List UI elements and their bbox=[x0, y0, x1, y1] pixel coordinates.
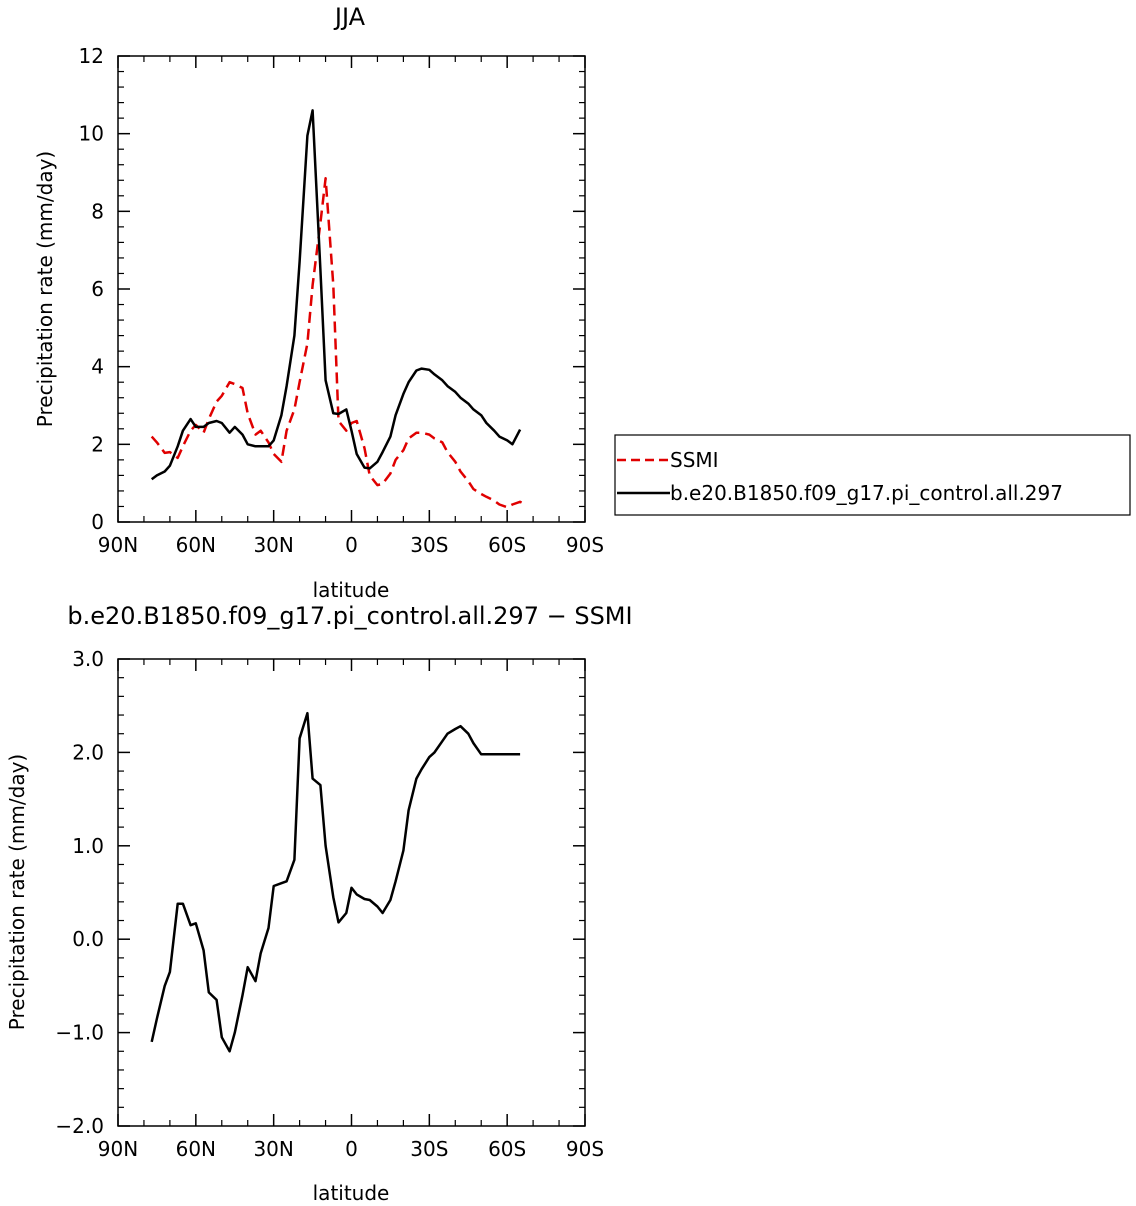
legend-box bbox=[614, 434, 1131, 516]
x-tick-label: 0 bbox=[345, 533, 358, 557]
y-tick-label: 10 bbox=[79, 122, 104, 146]
chart-panel-climatology: JJA 90N 60N 30N 0 30S 60S 90S 0 2 4 6 8 10 12 latitu… bbox=[33, 3, 1131, 602]
x-tick-label: 30S bbox=[410, 1137, 448, 1161]
x-tick-labels: 90N 60N 30N 0 30S 60S 90S bbox=[98, 1137, 604, 1161]
y-tick-label: 8 bbox=[91, 199, 104, 223]
axis-ticks bbox=[117, 55, 586, 523]
x-tick-label: 60N bbox=[176, 1137, 216, 1161]
y-tick-label: 0.0 bbox=[72, 927, 104, 951]
y-axis-title: Precipitation rate (mm/day) bbox=[33, 151, 57, 427]
chart-panel-difference: b.e20.B1850.f09_g17.pi_control.all.297 −… bbox=[5, 602, 633, 1205]
plot-frame bbox=[117, 55, 586, 523]
x-tick-label: 30N bbox=[253, 533, 293, 557]
y-tick-label: 4 bbox=[91, 355, 104, 379]
y-tick-label: 3.0 bbox=[72, 647, 104, 671]
y-tick-label: 1.0 bbox=[72, 834, 104, 858]
y-tick-label: −1.0 bbox=[55, 1021, 104, 1045]
x-tick-label: 60S bbox=[488, 533, 526, 557]
x-tick-label: 90N bbox=[98, 533, 138, 557]
x-tick-label: 90S bbox=[566, 533, 604, 557]
x-tick-label: 0 bbox=[345, 1137, 358, 1161]
x-axis-title: latitude bbox=[313, 1181, 390, 1205]
y-axis-title: Precipitation rate (mm/day) bbox=[5, 754, 29, 1030]
series-line-0 bbox=[150, 711, 521, 1053]
x-tick-label: 30N bbox=[253, 1137, 293, 1161]
series-lines bbox=[150, 109, 526, 509]
x-tick-label: 30S bbox=[410, 533, 448, 557]
chart-title: JJA bbox=[333, 3, 366, 31]
y-tick-label: 0 bbox=[91, 510, 104, 534]
y-tick-label: 6 bbox=[91, 277, 104, 301]
y-tick-label: 2 bbox=[91, 432, 104, 456]
y-tick-label: 12 bbox=[79, 44, 104, 68]
x-tick-label: 60N bbox=[176, 533, 216, 557]
x-axis-title: latitude bbox=[313, 578, 390, 602]
x-tick-label: 90S bbox=[566, 1137, 604, 1161]
legend-label-ssmi: SSMI bbox=[670, 448, 719, 472]
series-line-0 bbox=[150, 177, 526, 509]
series-line-1 bbox=[150, 109, 522, 481]
y-tick-labels: −2.0 −1.0 0.0 1.0 2.0 3.0 bbox=[55, 647, 104, 1138]
legend: SSMI b.e20.B1850.f09_g17.pi_control.all.… bbox=[614, 434, 1131, 516]
series-lines bbox=[150, 711, 521, 1053]
legend-label-model: b.e20.B1850.f09_g17.pi_control.all.297 bbox=[670, 481, 1063, 505]
y-tick-label: −2.0 bbox=[55, 1114, 104, 1138]
x-tick-label: 60S bbox=[488, 1137, 526, 1161]
y-tick-label: 2.0 bbox=[72, 740, 104, 764]
chart-title: b.e20.B1850.f09_g17.pi_control.all.297 −… bbox=[67, 602, 632, 630]
y-tick-labels: 0 2 4 6 8 10 12 bbox=[79, 44, 104, 534]
x-tick-labels: 90N 60N 30N 0 30S 60S 90S bbox=[98, 533, 604, 557]
x-tick-label: 90N bbox=[98, 1137, 138, 1161]
plot-frame bbox=[117, 658, 586, 1127]
